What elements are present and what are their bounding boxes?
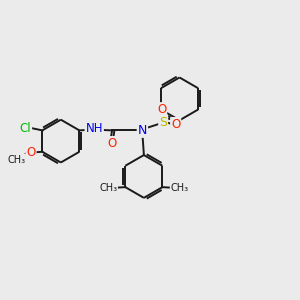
Text: CH₃: CH₃: [8, 154, 26, 164]
Text: CH₃: CH₃: [99, 183, 117, 193]
Text: NH: NH: [85, 122, 103, 135]
Text: Cl: Cl: [20, 122, 31, 134]
Text: CH₃: CH₃: [171, 183, 189, 193]
Text: S: S: [159, 116, 167, 129]
Text: O: O: [26, 146, 36, 159]
Text: O: O: [107, 137, 116, 150]
Text: N: N: [138, 124, 147, 137]
Text: O: O: [171, 118, 180, 131]
Text: O: O: [157, 103, 166, 116]
